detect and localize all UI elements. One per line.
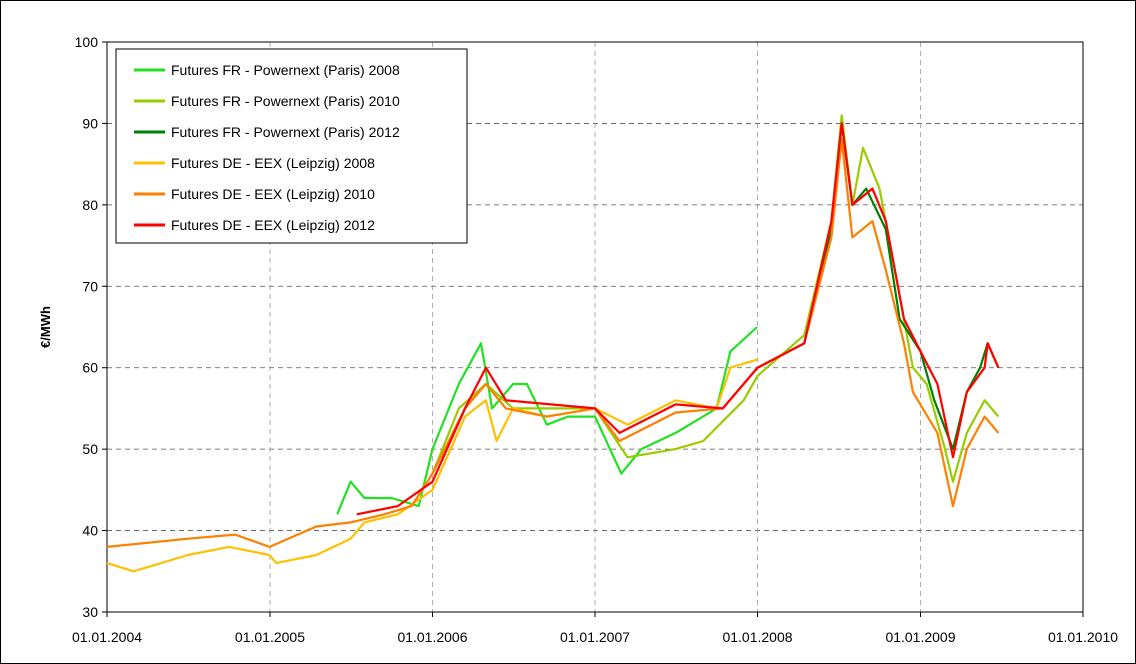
legend-label: Futures DE - EEX (Leipzig) 2012 <box>171 217 375 233</box>
series-line <box>336 326 758 515</box>
series-line <box>356 122 1000 516</box>
legend-label: Futures DE - EEX (Leipzig) 2010 <box>171 186 375 202</box>
x-tick-label: 01.01.2004 <box>72 629 142 645</box>
legend-label: Futures FR - Powernext (Paris) 2008 <box>171 62 400 78</box>
series-line <box>106 358 758 573</box>
x-tick-label: 01.01.2009 <box>885 629 955 645</box>
y-tick-label: 90 <box>82 115 98 131</box>
x-tick-label: 01.01.2008 <box>722 629 792 645</box>
y-tick-label: 40 <box>82 523 98 539</box>
x-tick-label: 01.01.2005 <box>235 629 305 645</box>
y-tick-label: 70 <box>82 278 98 294</box>
y-axis-label: €/MWh <box>38 306 53 348</box>
legend-label: Futures FR - Powernext (Paris) 2010 <box>171 93 400 109</box>
y-tick-label: 100 <box>75 34 99 50</box>
legend-label: Futures DE - EEX (Leipzig) 2008 <box>171 155 375 171</box>
legend-box <box>115 48 468 244</box>
y-tick-label: 30 <box>82 604 98 620</box>
series-line <box>106 138 1000 549</box>
plot-area <box>106 41 1084 613</box>
y-tick-label: 50 <box>82 441 98 457</box>
y-tick-label: 60 <box>82 360 98 376</box>
x-tick-label: 01.01.2006 <box>397 629 467 645</box>
legend-label: Futures FR - Powernext (Paris) 2012 <box>171 124 400 140</box>
y-tick-label: 80 <box>82 197 98 213</box>
x-tick-label: 01.01.2007 <box>560 629 630 645</box>
x-tick-label: 01.01.2010 <box>1048 629 1118 645</box>
